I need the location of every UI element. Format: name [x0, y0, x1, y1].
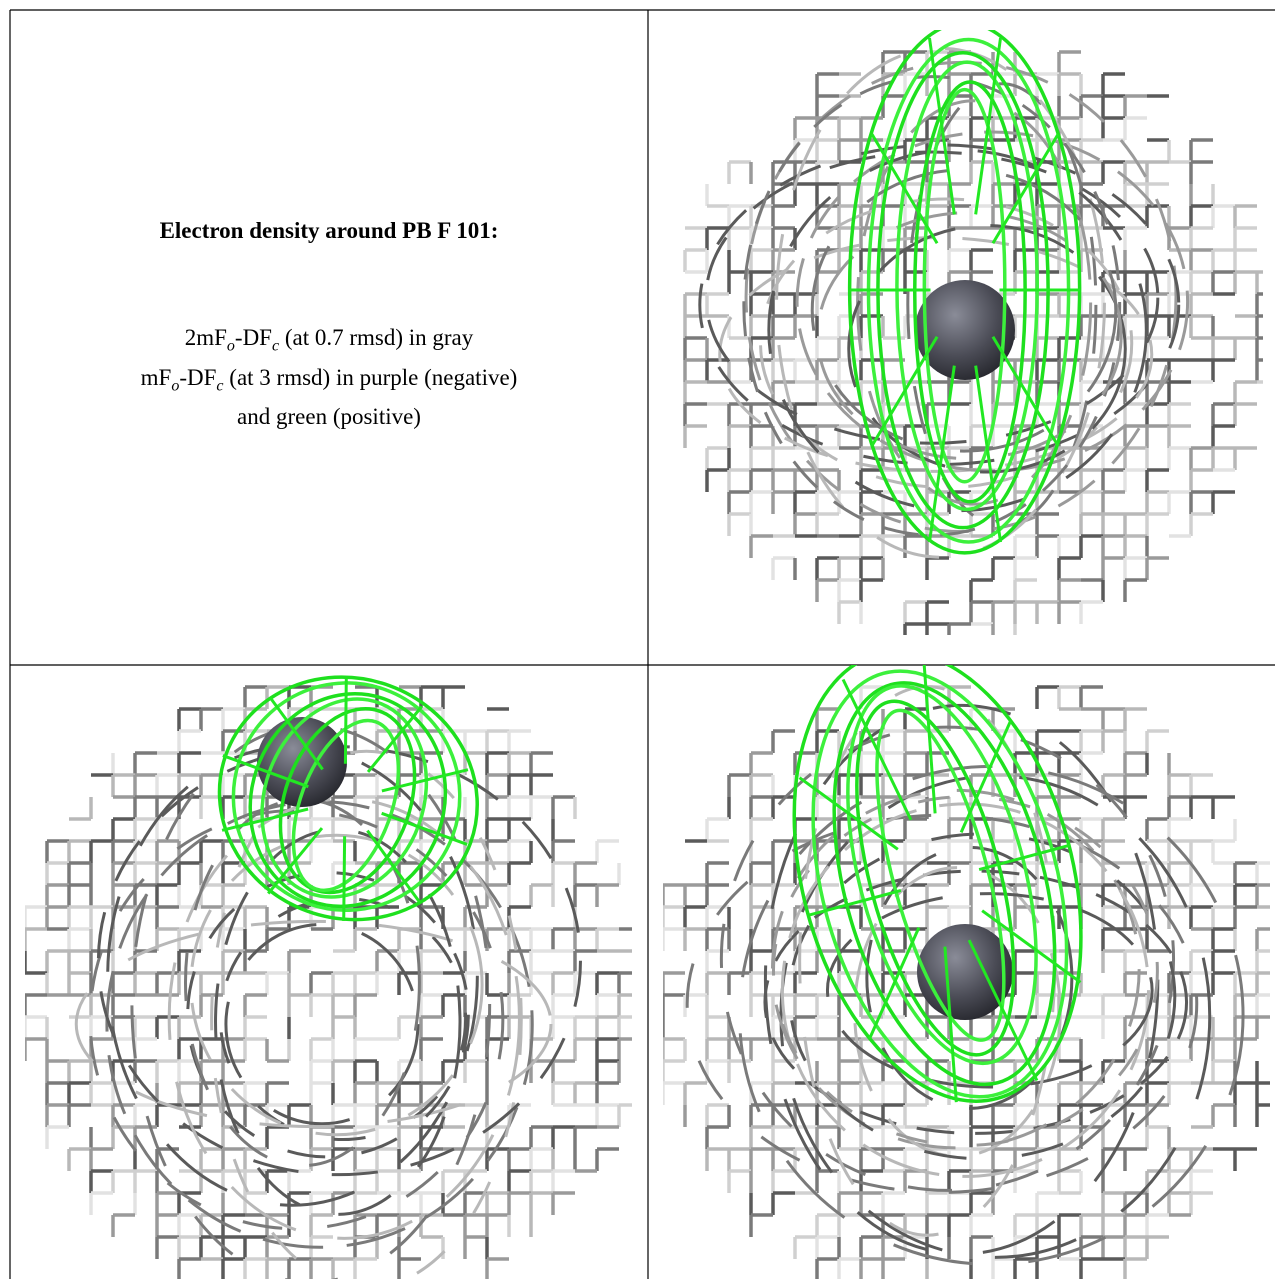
- caption-text: 2mF: [184, 325, 227, 350]
- subscript: o: [171, 377, 180, 395]
- green-mesh: [291, 718, 401, 893]
- subscript: o: [226, 337, 235, 355]
- green-mesh: [846, 684, 1038, 1066]
- green-mesh: [943, 946, 958, 1103]
- green-mesh: [927, 37, 956, 215]
- green-mesh: [217, 675, 479, 922]
- atom-sphere: [915, 280, 1015, 380]
- green-mesh: [974, 37, 1003, 215]
- mesh-curve: [759, 197, 1134, 489]
- green-mesh: [875, 708, 1006, 1042]
- mesh-curve: [816, 211, 1123, 461]
- green-mesh: [870, 335, 939, 447]
- green-mesh: [841, 678, 913, 821]
- green-mesh: [366, 829, 421, 904]
- positive-density: [792, 665, 1083, 1103]
- green-mesh: [222, 754, 309, 789]
- table-border: [9, 9, 1275, 1279]
- green-mesh: [267, 827, 324, 895]
- green-mesh: [809, 889, 902, 917]
- caption-title: Electron density around PB F 101:: [159, 218, 499, 243]
- mesh-curve: [825, 892, 1154, 1089]
- atom-sphere: [917, 924, 1013, 1020]
- green-mesh: [981, 909, 1082, 984]
- mesh-curve: [771, 795, 1159, 1147]
- caption-text: -DF: [234, 325, 272, 350]
- mesh-curve: [775, 46, 1106, 559]
- green-mesh: [792, 665, 1083, 1103]
- green-mesh: [269, 696, 324, 771]
- green-mesh: [381, 811, 468, 846]
- caption-line: 2mFo-DFc (at 0.7 rmsd) in gray: [10, 322, 648, 362]
- green-mesh: [991, 133, 1060, 245]
- green-mesh: [870, 133, 939, 245]
- mesh-curve: [167, 797, 521, 1240]
- mesh-curve: [88, 808, 505, 1231]
- mesh-curve: [718, 236, 1154, 473]
- atom-sphere: [257, 717, 347, 807]
- mesh-curve: [810, 168, 1118, 453]
- green-mesh: [343, 679, 348, 764]
- caption-line: and green (positive): [10, 401, 648, 432]
- caption-text: (at 0.7 rmsd) in gray: [279, 325, 474, 350]
- mesh-curve: [186, 871, 470, 1159]
- mesh-curve: [218, 896, 468, 1142]
- green-mesh: [381, 768, 469, 793]
- green-mesh: [260, 697, 429, 899]
- green-mesh: [798, 776, 899, 851]
- density-view: [25, 675, 632, 1279]
- caption-lines: 2mFo-DFc (at 0.7 rmsd) in gray mFo-DFc (a…: [10, 322, 648, 432]
- green-mesh: [832, 681, 1057, 1087]
- mesh-curve: [130, 724, 492, 1279]
- mesh-curve: [74, 919, 553, 1129]
- mesh-curve: [183, 797, 421, 1168]
- green-mesh: [342, 836, 347, 921]
- green-mesh: [978, 843, 1071, 871]
- subscript: c: [271, 337, 280, 355]
- green-mesh: [927, 365, 956, 543]
- green-mesh: [922, 87, 1007, 484]
- green-mesh: [959, 720, 1012, 833]
- density-view: [663, 665, 1270, 1279]
- mesh-curve: [685, 813, 1199, 1194]
- green-mesh: [967, 939, 1039, 1082]
- green-mesh: [855, 699, 1016, 1057]
- mesh-curve: [906, 82, 1098, 528]
- green-mesh: [922, 665, 937, 814]
- caption-text: (at 3 rmsd) in purple (negative): [223, 364, 518, 390]
- mesh-curve: [767, 148, 1148, 513]
- green-mesh: [868, 927, 921, 1040]
- mesh-curve: [770, 788, 1141, 1150]
- caption-text: and green (positive): [237, 404, 421, 430]
- mesh-curve: [847, 224, 1127, 474]
- green-mesh: [231, 681, 462, 913]
- green-mesh: [912, 80, 1027, 504]
- mesh-curve: [224, 922, 420, 1126]
- mesh-curve: [719, 725, 1176, 1192]
- caption-line: mFo-DFc (at 3 rmsd) in purple (negative): [10, 362, 648, 402]
- green-mesh: [847, 30, 1082, 555]
- mesh-curve: [788, 832, 1177, 1161]
- density-view: [683, 30, 1263, 635]
- mesh-curve: [189, 833, 484, 1137]
- caption-text: mF: [140, 364, 172, 390]
- green-mesh: [221, 807, 309, 832]
- green-mesh: [895, 60, 1039, 512]
- green-mesh: [974, 365, 1003, 543]
- caption-text: -DF: [179, 364, 217, 390]
- positive-density: [217, 675, 479, 922]
- green-mesh: [366, 705, 423, 773]
- mesh-curve: [742, 75, 1122, 537]
- green-mesh: [991, 335, 1060, 447]
- subscript: c: [216, 377, 224, 395]
- mesh-curve: [698, 143, 1181, 467]
- mesh-curve: [214, 828, 462, 1216]
- positive-density: [847, 30, 1082, 555]
- mesh-curve: [210, 749, 523, 1279]
- mesh-curve: [779, 774, 1212, 1259]
- green-mesh: [811, 669, 1069, 1099]
